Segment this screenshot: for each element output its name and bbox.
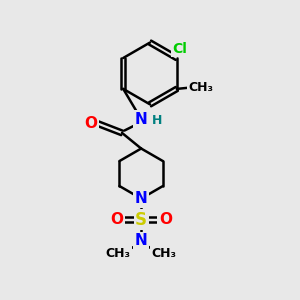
Text: H: H [152,114,163,127]
Text: N: N [135,191,148,206]
Text: O: O [84,116,97,131]
Text: O: O [110,212,123,227]
Text: CH₃: CH₃ [152,247,177,260]
Text: CH₃: CH₃ [188,81,213,94]
Text: N: N [135,233,148,248]
Text: S: S [135,211,147,229]
Text: O: O [159,212,172,227]
Text: N: N [135,112,148,127]
Text: Cl: Cl [172,42,187,56]
Text: CH₃: CH₃ [106,247,131,260]
